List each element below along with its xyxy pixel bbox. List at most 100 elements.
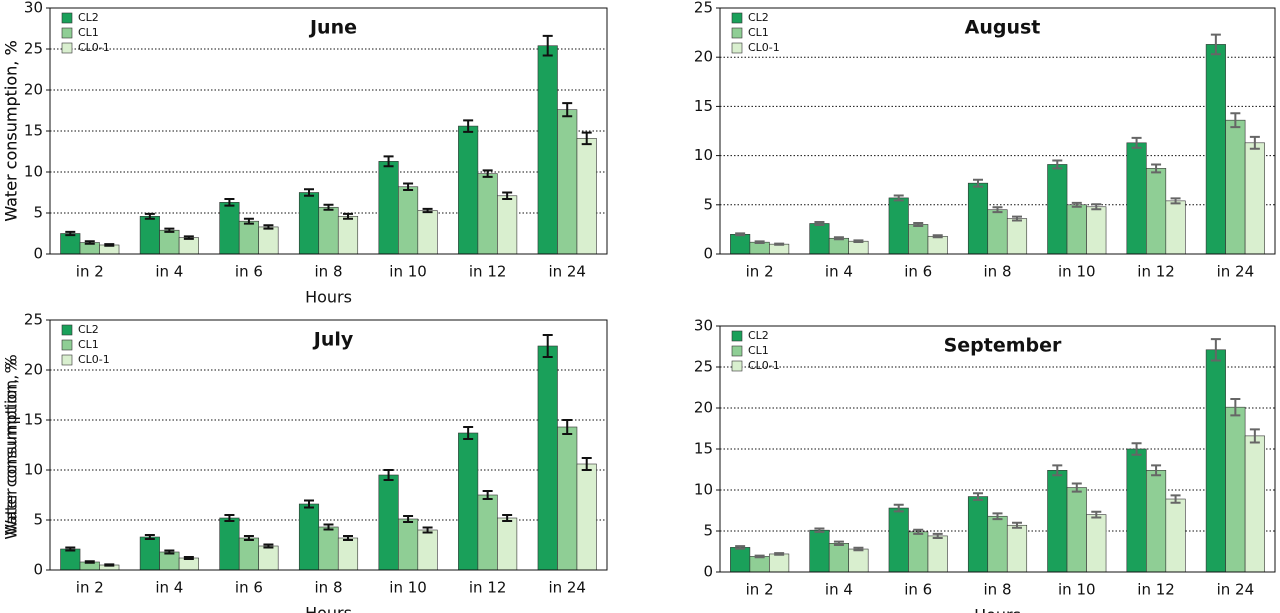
error-bar xyxy=(562,419,573,435)
bar xyxy=(1126,448,1147,573)
bar xyxy=(576,463,597,571)
error-bar xyxy=(1170,197,1181,205)
error-bar xyxy=(735,545,746,550)
bar xyxy=(1086,206,1107,255)
error-bar xyxy=(183,235,194,240)
bar xyxy=(497,195,518,255)
plot-frame xyxy=(49,7,608,255)
x-axis-label: Hours xyxy=(974,606,1021,613)
x-tick-label: in 2 xyxy=(746,263,774,281)
legend-label: CL2 xyxy=(78,11,99,24)
error-bar xyxy=(304,499,314,509)
error-bar xyxy=(932,532,943,539)
bar xyxy=(458,125,479,255)
bar xyxy=(888,507,909,573)
legend-label: CL0-1 xyxy=(748,41,780,54)
error-bar xyxy=(243,217,254,225)
bar xyxy=(848,240,869,255)
legend-swatch xyxy=(61,339,73,351)
y-tick-label: 30 xyxy=(24,0,43,17)
x-tick-label: in 8 xyxy=(315,263,343,281)
error-bar xyxy=(853,546,864,552)
error-bar xyxy=(992,206,1003,214)
y-tick-label: 20 xyxy=(694,399,713,417)
legend-swatch xyxy=(61,324,73,336)
bar xyxy=(1047,164,1068,255)
y-tick-label: 30 xyxy=(694,317,713,335)
bar xyxy=(298,192,320,255)
error-bar xyxy=(1230,112,1241,129)
bar xyxy=(219,517,240,571)
bar xyxy=(730,547,751,573)
y-tick-label: 15 xyxy=(694,440,713,458)
bar xyxy=(1244,435,1265,573)
bar xyxy=(967,496,989,573)
x-tick-label: in 2 xyxy=(746,581,774,599)
legend-swatch xyxy=(731,12,743,24)
x-tick-label: in 6 xyxy=(235,579,263,597)
error-bar xyxy=(243,535,254,541)
chart-title: July xyxy=(312,329,354,351)
error-bar xyxy=(1052,159,1063,170)
x-tick-label: in 10 xyxy=(1058,581,1096,599)
legend-swatch xyxy=(61,354,73,366)
y-tick-label: 10 xyxy=(24,163,43,181)
error-bar xyxy=(581,131,592,146)
error-bar xyxy=(1210,33,1221,56)
bar xyxy=(888,197,909,255)
error-bar xyxy=(913,222,924,227)
bar xyxy=(60,548,81,571)
x-tick-label: in 12 xyxy=(1137,581,1175,599)
legend-label: CL1 xyxy=(748,26,769,39)
error-bar xyxy=(1151,163,1162,174)
y-axis-label: Water consumption, % xyxy=(2,354,21,535)
y-tick-label: 15 xyxy=(24,411,43,429)
x-tick-label: in 6 xyxy=(235,263,263,281)
error-bar xyxy=(343,212,353,220)
bar xyxy=(497,517,518,571)
legend-label: CL0-1 xyxy=(78,41,110,54)
y-tick-label: 15 xyxy=(24,122,43,140)
error-bar xyxy=(542,34,553,57)
x-tick-label: in 6 xyxy=(904,581,932,599)
bar xyxy=(1225,406,1246,573)
error-bar xyxy=(263,224,274,230)
error-bar xyxy=(754,554,765,559)
error-bar xyxy=(304,188,314,197)
bar xyxy=(139,536,160,571)
chart-title: August xyxy=(965,17,1041,39)
bar xyxy=(139,215,160,255)
legend-label: CL1 xyxy=(78,26,99,39)
y-axis-label: Water consumption, % xyxy=(2,358,21,539)
bar xyxy=(1066,487,1087,573)
legend-swatch xyxy=(731,42,743,54)
error-bar xyxy=(1052,464,1063,477)
error-bar xyxy=(973,492,983,501)
bar xyxy=(576,138,597,255)
error-bar xyxy=(774,242,785,246)
bar xyxy=(1165,498,1186,573)
error-bar xyxy=(502,191,513,201)
bar xyxy=(749,556,770,573)
bar xyxy=(318,206,339,255)
bar xyxy=(809,529,830,573)
y-tick-label: 0 xyxy=(33,561,43,579)
bar xyxy=(828,542,849,573)
bar xyxy=(967,182,989,255)
error-bar xyxy=(893,194,904,202)
error-bar xyxy=(581,457,592,471)
error-bar xyxy=(853,239,864,243)
y-tick-label: 25 xyxy=(24,311,43,329)
legend-label: CL2 xyxy=(78,323,99,336)
error-bar xyxy=(144,212,155,220)
x-tick-label: in 10 xyxy=(389,579,427,597)
x-tick-label: in 8 xyxy=(315,579,343,597)
bar xyxy=(159,229,180,255)
bar xyxy=(238,537,259,571)
error-bar xyxy=(562,102,573,118)
x-tick-label: in 24 xyxy=(1217,581,1255,599)
error-bar xyxy=(422,207,433,214)
error-bar xyxy=(383,155,394,168)
error-bar xyxy=(104,243,115,247)
